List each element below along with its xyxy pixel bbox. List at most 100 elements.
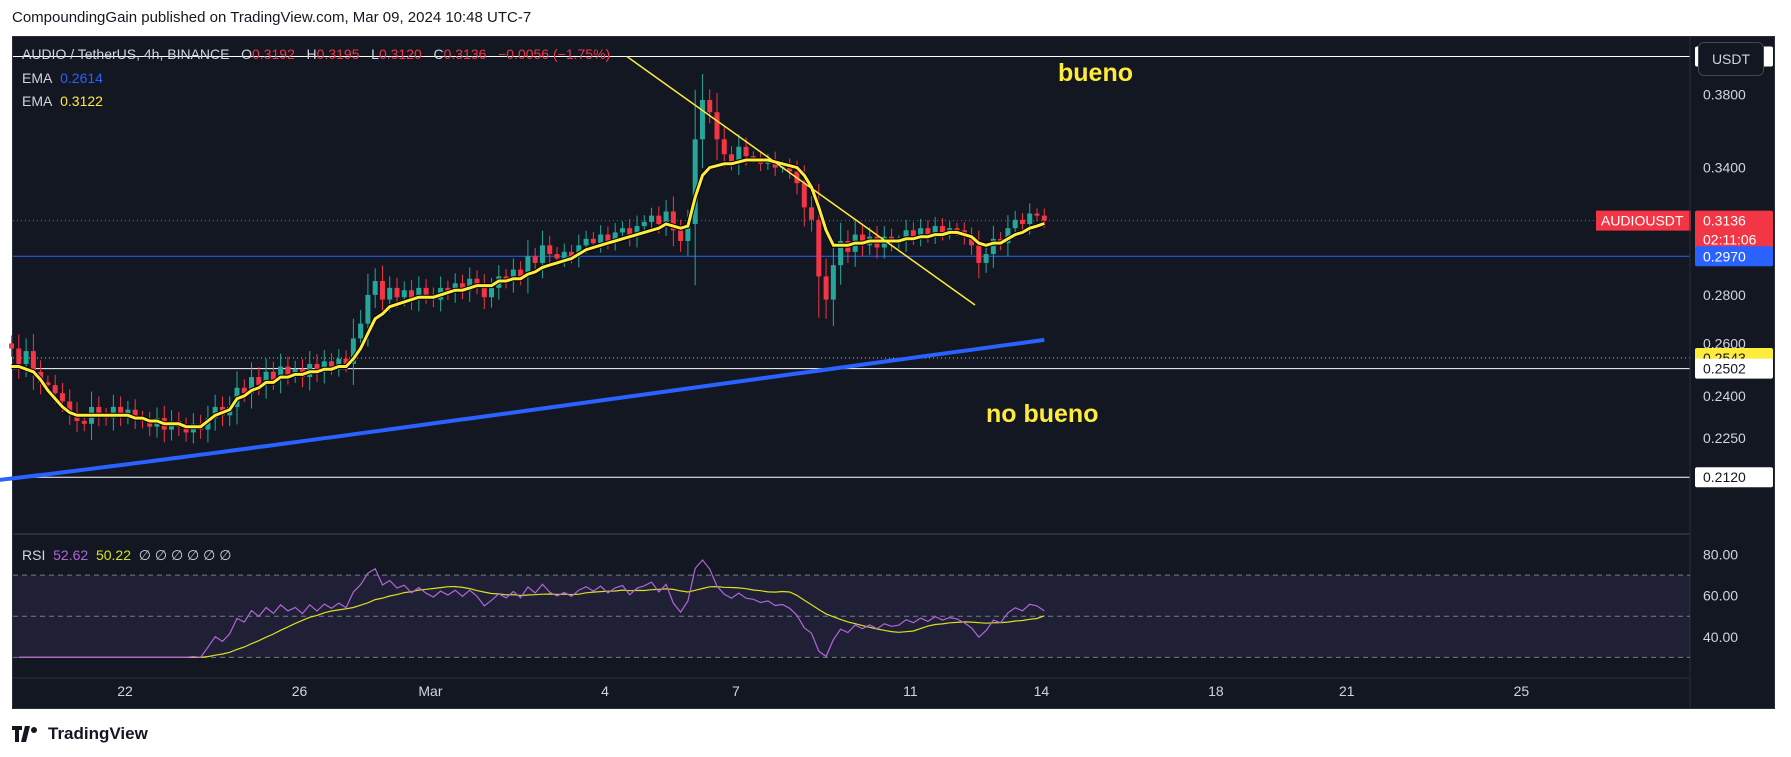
candle-body <box>132 409 138 419</box>
price-label-box <box>1695 210 1773 251</box>
time-tick-label: 14 <box>1034 683 1050 699</box>
ema-fast-label: EMA <box>22 93 53 109</box>
footer-brand: TradingView <box>48 724 148 743</box>
candle-body <box>569 251 575 257</box>
candle-body <box>736 146 742 162</box>
candle-body <box>1005 228 1011 244</box>
rsi-extra-values: ∅ ∅ ∅ ∅ ∅ ∅ <box>138 547 232 563</box>
candle-body <box>656 215 662 224</box>
price-label-text: 0.2970 <box>1703 248 1746 264</box>
candle-body <box>329 361 335 367</box>
price-label-text: 0.2502 <box>1703 361 1746 377</box>
candle-body <box>1012 219 1018 229</box>
price-tick-label: 0.2600 <box>1703 335 1746 351</box>
candle-body <box>365 294 371 324</box>
rsi-tick-label: 40.00 <box>1703 629 1738 645</box>
close-label: C <box>433 46 444 62</box>
candle-body <box>598 234 604 244</box>
rsi-tick-label: 60.00 <box>1703 588 1738 604</box>
candle-body <box>561 251 567 259</box>
price-tick-label: 0.2400 <box>1703 388 1746 404</box>
rsi-legend[interactable]: RSI 52.62 50.22 ∅ ∅ ∅ ∅ ∅ ∅ <box>22 547 231 564</box>
candle-body <box>59 393 65 402</box>
candle-body <box>823 276 829 300</box>
candle-body <box>699 99 705 140</box>
candle-body <box>583 238 589 246</box>
candle-body <box>1034 213 1040 216</box>
candle-body <box>918 228 924 237</box>
annotation-bueno: bueno <box>1058 59 1133 87</box>
candle-body <box>721 139 727 155</box>
candle-body <box>372 280 378 295</box>
symbol-label-text: AUDIOUSDT <box>1601 213 1684 229</box>
price-label-box <box>1695 467 1773 488</box>
annotation-no-bueno: no bueno <box>986 400 1098 428</box>
candle-body <box>838 240 844 266</box>
candle-body <box>212 406 218 419</box>
candle-body <box>489 287 495 298</box>
price-label-box <box>1695 358 1773 379</box>
candle-body <box>9 343 15 349</box>
high-value: 0.3195 <box>316 46 360 62</box>
candle-body <box>510 269 516 281</box>
currency-button[interactable]: USDT <box>1698 42 1764 76</box>
low-label: L <box>371 46 379 62</box>
candle-body <box>590 238 596 244</box>
candle-body <box>110 406 116 419</box>
time-tick-label: 7 <box>732 683 740 699</box>
candle-body <box>336 358 342 367</box>
price-tick-label: 0.3800 <box>1703 87 1746 103</box>
candles <box>9 74 1047 444</box>
time-tick-label: Mar <box>418 683 442 699</box>
candle-body <box>663 211 669 224</box>
candle-body <box>270 371 276 380</box>
rsi-pane: 80.00 60.00 40.00 <box>13 533 1738 659</box>
drawings: bueno no bueno <box>626 55 1133 428</box>
time-tick-label: 22 <box>117 683 133 699</box>
candle-body <box>932 226 938 235</box>
tradingview-logo-icon <box>12 726 37 742</box>
ema-slow-line <box>0 337 1045 482</box>
candle-body <box>649 215 655 222</box>
ema-fast-legend[interactable]: EMA 0.2614 <box>22 70 103 86</box>
price-tick-label: 0.2250 <box>1703 430 1746 446</box>
ema-fast-line <box>11 158 1045 429</box>
candle-body <box>910 230 916 237</box>
time-tick-label: 26 <box>292 683 308 699</box>
candle-body <box>118 406 124 416</box>
high-label: H <box>306 46 317 62</box>
price-countdown: 02:11:06 <box>1703 232 1757 248</box>
candle-body <box>241 387 247 394</box>
candle-body <box>612 232 618 241</box>
candle-body <box>474 278 480 286</box>
candle-body <box>525 256 531 277</box>
candle-body <box>969 236 975 246</box>
candle-body <box>45 382 51 386</box>
ema-slow-legend[interactable]: EMA 0.3122 <box>22 93 103 109</box>
indicator-lines <box>0 157 1046 482</box>
close-value: 0.3136 <box>443 46 487 62</box>
candle-body <box>692 139 698 224</box>
candle-body <box>976 245 982 263</box>
candle-body <box>52 385 58 394</box>
candle-body <box>816 219 822 277</box>
candle-body <box>576 245 582 257</box>
candle-body <box>249 377 255 394</box>
candle-body <box>409 290 415 300</box>
candle-body <box>729 154 735 162</box>
rsi-value: 52.62 <box>53 547 89 563</box>
rsi-ma-value: 50.22 <box>95 547 131 563</box>
candle-body <box>183 426 189 433</box>
rsi-line <box>18 559 1045 659</box>
symbol-title[interactable]: AUDIO / TetherUS, 4h, BINANCE <box>22 46 230 62</box>
candle-body <box>96 406 102 416</box>
candle-body <box>707 99 713 113</box>
candle-body <box>401 290 407 298</box>
candle-body <box>627 228 633 237</box>
candle-body <box>278 366 284 380</box>
tradingview-footer: TradingView <box>12 724 148 744</box>
change-value: −0.0056 (−1.75%) <box>498 46 611 62</box>
candle-body <box>1027 213 1033 224</box>
candle-body <box>1041 215 1047 221</box>
